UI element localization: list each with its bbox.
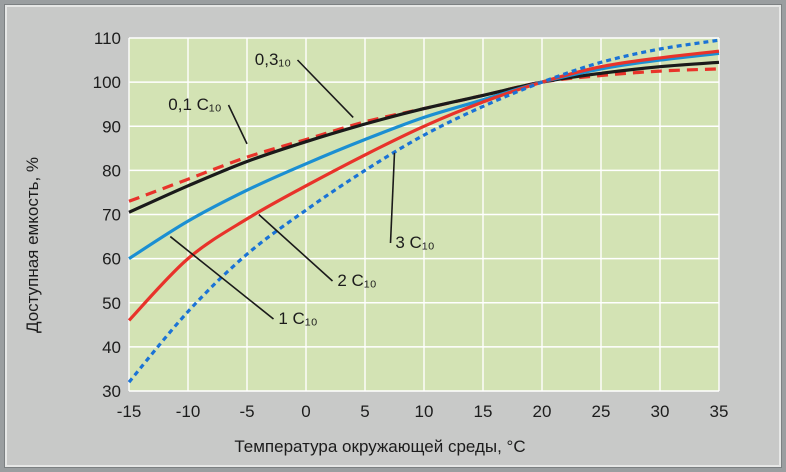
annotation-label-c3: 3 C₁₀ — [395, 233, 434, 252]
y-tick-label: 80 — [102, 161, 121, 180]
annotation-label-c1: 1 C₁₀ — [278, 309, 317, 328]
annotation-leader-c2 — [258, 213, 334, 282]
x-tick-label: 15 — [474, 402, 493, 421]
series-line-c1 — [128, 51, 720, 260]
curve-annotations: 0,3₁₀ 0,1 C₁₀ 3 C₁₀ 2 C₁₀ 1 C₁₀ — [168, 50, 434, 328]
capacity-temperature-chart: -15 -10 -5 0 5 10 15 20 25 30 35 30 40 50 60 70 80 90 100… — [23, 29, 729, 456]
chart-frame: -15 -10 -5 0 5 10 15 20 25 30 35 30 40 50 60 70 80 90 100… — [4, 4, 782, 468]
x-tick-label: -15 — [117, 402, 142, 421]
x-tick-label: 25 — [592, 402, 611, 421]
y-tick-label: 60 — [102, 250, 121, 269]
series-lines — [127, 38, 720, 384]
y-axis-label: Доступная емкость, % — [23, 157, 42, 333]
series-line-c03 — [128, 60, 720, 214]
annotation-label-c2: 2 C₁₀ — [337, 271, 376, 290]
x-tick-label: 10 — [415, 402, 434, 421]
x-tick-label: 0 — [301, 402, 310, 421]
x-tick-labels: -15 -10 -5 0 5 10 15 20 25 30 35 — [117, 402, 729, 421]
x-tick-label: 5 — [360, 402, 369, 421]
y-tick-label: 40 — [102, 338, 121, 357]
annotation-leader-c1 — [169, 235, 274, 320]
y-tick-label: 70 — [102, 206, 121, 225]
y-tick-labels: 30 40 50 60 70 80 90 100 110 — [93, 29, 121, 401]
y-tick-label: 100 — [93, 73, 121, 92]
x-tick-label: -10 — [176, 402, 201, 421]
x-tick-label: 30 — [651, 402, 670, 421]
series-line-c2 — [127, 49, 720, 322]
x-tick-label: 35 — [710, 402, 729, 421]
y-tick-label: 50 — [102, 294, 121, 313]
series-line-c3 — [127, 38, 720, 384]
annotation-label-c03: 0,3₁₀ — [255, 50, 291, 69]
y-tick-label: 30 — [102, 382, 121, 401]
y-tick-label: 110 — [94, 29, 121, 48]
x-tick-label: 20 — [533, 402, 552, 421]
annotation-leader-c3 — [389, 152, 396, 244]
x-tick-label: -5 — [239, 402, 254, 421]
annotation-leader-c01 — [227, 104, 248, 145]
y-tick-label: 90 — [102, 117, 121, 136]
annotation-label-c01: 0,1 C₁₀ — [168, 95, 221, 114]
annotation-leader-c03 — [296, 59, 354, 118]
grid-lines — [128, 37, 720, 392]
x-axis-label: Температура окружающей среды, °C — [234, 437, 525, 456]
